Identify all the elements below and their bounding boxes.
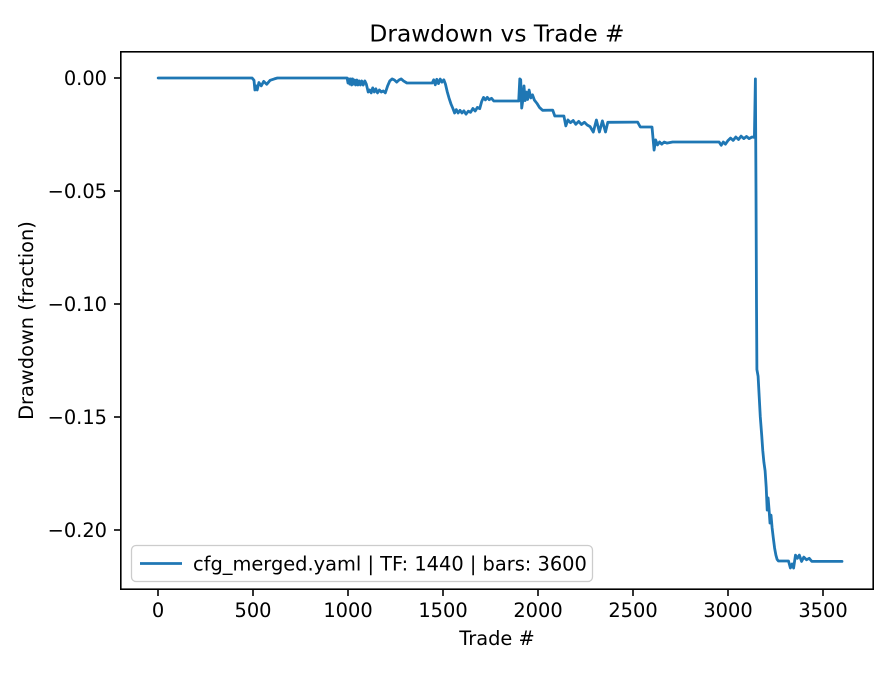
drawdown-series-line — [156, 76, 844, 570]
legend: cfg_merged.yaml | TF: 1440 | bars: 3600 — [130, 544, 594, 583]
y-axis-title: Drawdown (fraction) — [15, 221, 38, 420]
x-tick-label: 0 — [152, 599, 164, 622]
y-tick-label: −0.20 — [48, 519, 107, 542]
x-tick-label: 1500 — [418, 599, 467, 622]
x-tick-label: 500 — [234, 599, 271, 622]
y-tick-label: −0.05 — [48, 180, 107, 203]
y-tick-label: −0.15 — [48, 406, 107, 429]
x-axis-title: Trade # — [458, 627, 535, 650]
y-tick-label: 0.00 — [64, 67, 107, 90]
y-axis: 0.00 −0.05 −0.10 −0.15 −0.20 — [48, 67, 121, 542]
x-tick-label: 3500 — [798, 599, 847, 622]
chart-title: Drawdown vs Trade # — [369, 21, 624, 48]
legend-label: cfg_merged.yaml | TF: 1440 | bars: 3600 — [193, 553, 587, 576]
x-tick-label: 1000 — [323, 599, 372, 622]
x-axis: 0 500 1000 1500 2000 2500 3000 3500 — [152, 589, 848, 622]
y-tick-label: −0.10 — [48, 293, 107, 316]
x-tick-label: 2000 — [513, 599, 562, 622]
x-tick-label: 3000 — [703, 599, 752, 622]
legend-box — [130, 544, 594, 583]
plot-area — [120, 50, 875, 591]
x-tick-label: 2500 — [608, 599, 657, 622]
